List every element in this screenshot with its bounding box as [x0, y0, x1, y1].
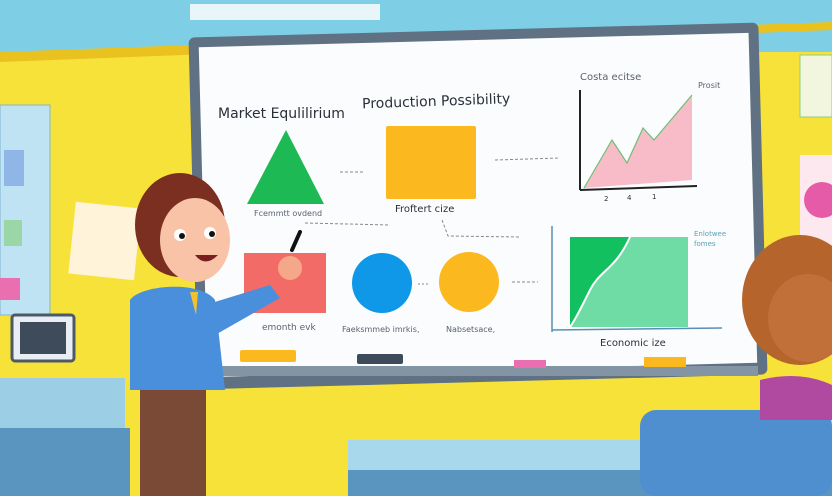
chair: [640, 410, 832, 496]
pupil: [209, 231, 215, 237]
square-caption: Froftert cize: [395, 204, 454, 215]
teacher-hand: [278, 256, 302, 280]
triangle-caption: Fcemmtt ovdend: [254, 209, 322, 218]
chart-bottom-legend: fomes: [694, 240, 716, 248]
blue-circle: [352, 253, 412, 313]
connector: [304, 219, 521, 238]
monitor-screen: [20, 322, 66, 354]
chart-top-tick: 1: [652, 193, 656, 201]
eraser: [240, 350, 296, 362]
yellow-square: [386, 126, 476, 199]
chart-bottom-green-area: [570, 237, 630, 327]
marker: [644, 357, 686, 367]
poster: [799, 54, 832, 118]
book: [4, 150, 24, 186]
paper-note: [68, 201, 142, 281]
front-desk-left: [0, 428, 130, 496]
marker: [514, 360, 546, 368]
board-title-center: Production Possibility: [362, 91, 511, 112]
student-shirt: [760, 376, 832, 420]
chart-top-tick: 4: [627, 194, 632, 202]
marker-pen-icon: [290, 230, 302, 252]
board-title-left: Market Equlilirium: [218, 106, 345, 122]
chart-top-line: [583, 94, 693, 189]
teacher-tie: [190, 292, 198, 315]
chart-top-tick: 2: [604, 195, 608, 203]
yellow-circle: [439, 252, 499, 312]
chart-bottom-curve: [569, 236, 631, 328]
chart-bottom-x-axis: [551, 327, 723, 331]
eraser: [357, 354, 403, 364]
chart-bottom-legend: Enlotwee: [694, 230, 726, 238]
poster-pie: [804, 182, 832, 218]
chart-top-title: Costa ecitse: [580, 72, 641, 83]
student-face: [768, 274, 832, 362]
chart-top-x-axis: [579, 185, 698, 191]
book: [4, 220, 22, 246]
book: [0, 278, 20, 300]
ceiling-light: [190, 4, 380, 20]
chart-bottom-xlabel: Economic ize: [600, 338, 666, 349]
green-triangle: [247, 130, 324, 204]
chart-top-area: [584, 95, 692, 188]
mouth: [195, 255, 218, 262]
teacher-body: [130, 286, 225, 390]
teacher-face: [160, 198, 230, 282]
yellow-caption: Nabsetsace,: [446, 325, 495, 334]
arrow: [494, 157, 561, 161]
red-caption: emonth evk: [262, 323, 316, 333]
chart-top-peak-label: Prosit: [698, 81, 720, 90]
marker-tray: [218, 366, 758, 376]
blue-caption: Faeksmmeb imrkis,: [342, 325, 420, 334]
teacher-legs: [140, 380, 206, 496]
pupil: [179, 233, 185, 239]
teacher-arm: [205, 285, 280, 335]
